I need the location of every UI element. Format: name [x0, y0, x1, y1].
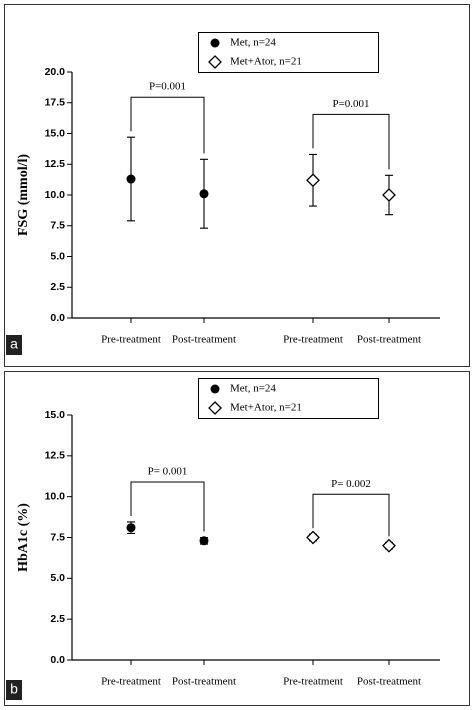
- x-tick-label: Pre-treatment: [101, 676, 161, 688]
- annotation: P=0.001: [332, 98, 369, 110]
- y-tick-label: 20.0: [45, 66, 66, 78]
- y-tick-label: 10.0: [45, 189, 66, 201]
- annotation: P=0.001: [149, 81, 186, 93]
- y-tick-label: 12.5: [45, 158, 66, 170]
- legend-marker: [210, 384, 220, 394]
- y-axis-label: FSG (mmol/l): [16, 154, 31, 236]
- data-point: [306, 530, 320, 545]
- x-tick-label: Pre-treatment: [283, 334, 343, 346]
- data-point: [126, 523, 136, 533]
- y-tick-label: 7.5: [50, 531, 65, 543]
- x-tick-label: Pre-treatment: [283, 676, 343, 688]
- y-tick-label: 12.5: [45, 450, 66, 462]
- panel-label: a: [10, 336, 18, 352]
- significance-bracket: [130, 96, 205, 154]
- data-point: [306, 173, 320, 188]
- annotation: P= 0.002: [331, 478, 371, 490]
- annotation: P= 0.001: [148, 466, 188, 478]
- y-tick-label: 0.0: [50, 312, 65, 324]
- panel-label-box: [6, 680, 22, 700]
- y-tick-label: 2.5: [50, 613, 65, 625]
- legend-marker: [210, 38, 220, 48]
- x-tick-label: Post-treatment: [357, 676, 421, 688]
- y-tick-label: 15.0: [45, 127, 66, 139]
- y-tick-label: 10.0: [45, 490, 66, 502]
- x-tick-label: Pre-treatment: [101, 334, 161, 346]
- panel-label: b: [10, 681, 18, 697]
- legend-marker: [208, 55, 222, 69]
- data-point: [382, 188, 396, 202]
- legend-label: Met, n=24: [230, 383, 276, 395]
- x-tick-label: Post-treatment: [172, 676, 236, 688]
- significance-bracket: [312, 113, 390, 170]
- x-tick-label: Post-treatment: [172, 334, 236, 346]
- panel-frame: [4, 4, 470, 367]
- data-point: [126, 174, 136, 184]
- significance-bracket: [312, 493, 390, 537]
- y-tick-label: 17.5: [45, 97, 66, 109]
- y-tick-label: 5.0: [50, 572, 65, 584]
- legend-label: Met+Ator, n=21: [230, 56, 302, 68]
- data-point: [199, 536, 209, 546]
- y-tick-label: 2.5: [50, 281, 65, 293]
- legend-box: [198, 378, 379, 419]
- legend-label: Met+Ator, n=21: [230, 402, 302, 414]
- y-axis-label: HbA1c (%): [16, 503, 31, 572]
- legend-marker: [208, 401, 222, 415]
- y-tick-label: 5.0: [50, 250, 65, 262]
- significance-bracket: [130, 481, 205, 532]
- panel-frame: [4, 371, 470, 706]
- legend-label: Met, n=24: [230, 37, 276, 49]
- y-tick-label: 15.0: [45, 409, 66, 421]
- panel-label-box: [6, 335, 22, 355]
- x-tick-label: Post-treatment: [357, 334, 421, 346]
- data-point: [382, 538, 396, 553]
- data-point: [199, 189, 209, 199]
- legend-box: [198, 32, 379, 73]
- y-tick-label: 0.0: [50, 654, 65, 666]
- y-tick-label: 7.5: [50, 220, 65, 232]
